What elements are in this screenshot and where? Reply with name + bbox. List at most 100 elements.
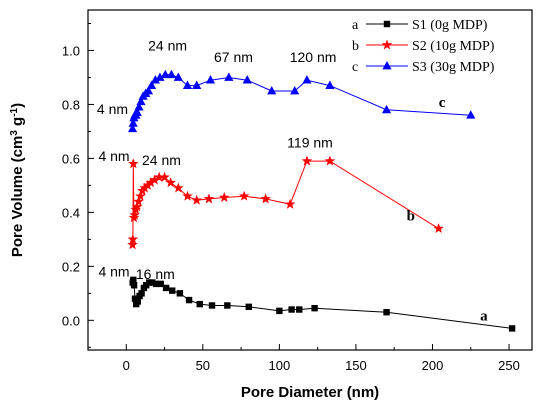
y-tick-label: 0.0 [62,313,80,328]
series-line-s1 [132,279,513,329]
y-tick-label: 1.0 [62,43,80,58]
peak-annotation: 4 nm [98,263,129,279]
y-axis-title-mid: g [9,117,26,130]
data-point-s2 [433,223,444,234]
annotation-layer: 4 nm 24 nm 67 nm 120 nm 4 nm 24 nm 119 nm 4 nm 1… [97,37,336,282]
data-point-s2 [127,233,139,244]
x-tick-label: 150 [345,358,367,373]
data-point-s3 [242,75,252,84]
data-point-s1 [169,287,176,294]
data-point-s1 [157,280,164,288]
series-layer: a b c [127,69,516,332]
data-point-s1 [138,290,145,297]
data-point-s2 [129,209,140,220]
data-point-s2 [284,198,296,209]
peak-annotation: 4 nm [98,148,129,164]
data-point-s2 [203,193,215,204]
legend-entry-s2: b S2 (10g MDP) [352,39,495,54]
legend-entry-s1: a S1 (0g MDP) [352,18,488,33]
data-point-s3 [205,75,216,84]
data-point-s2 [324,155,336,166]
legend-label: S2 (10g MDP) [412,39,495,54]
data-point-s1 [508,325,516,332]
legend-marker [382,61,392,70]
data-point-s3 [290,85,300,95]
y-tick-label: 0.4 [62,205,80,220]
data-point-s2 [142,179,153,190]
peak-annotation: 67 nm [214,49,253,65]
series-s2: b [127,155,444,250]
data-point-s1 [130,276,137,284]
data-point-s3 [466,110,476,119]
peak-annotation: 120 nm [290,49,337,65]
data-point-s2 [182,190,193,201]
data-point-s2 [238,190,250,201]
y-axis-title: Pore Volume (cm3 g-1) [9,103,27,257]
data-point-s1 [296,306,303,313]
y-axis-title-end: ) [9,103,26,108]
data-point-s2 [131,201,143,212]
data-point-s1 [383,309,390,316]
x-tick-label: 100 [269,358,291,373]
data-point-s2 [159,171,170,182]
data-point-s3 [127,123,138,133]
x-tick-label: 250 [498,358,520,373]
data-point-s1 [130,282,138,289]
data-point-s2 [149,174,160,185]
legend: a S1 (0g MDP) b S2 (10g MDP) c S3 (30g MDP) [352,18,495,75]
data-point-s2 [153,171,165,182]
x-tick-label: 50 [196,358,210,373]
legend-label: S1 (0g MDP) [412,18,488,33]
data-point-s1 [276,307,283,315]
peak-annotation: 24 nm [148,37,187,53]
x-tick-label: 0 [123,358,130,373]
data-point-s2 [139,182,150,193]
legend-letter: a [352,18,359,33]
data-point-s2 [133,196,144,207]
series-s1: a [129,276,516,332]
data-point-s2 [145,177,156,188]
legend-letter: b [352,39,359,54]
data-point-s1 [245,303,252,311]
axis-ticks: 0 50 100 150 200 250 0.0 0.2 0.4 0.6 0.8 1.0 [62,22,520,373]
y-axis-title-sup2: -1 [9,107,20,116]
data-point-s3 [143,85,154,95]
series-letter-s2: b [407,209,415,225]
data-point-s1 [311,304,318,312]
data-point-s1 [196,300,203,308]
peak-annotation: 16 nm [136,266,175,282]
legend-entry-s3: c S3 (30g MDP) [352,60,495,75]
data-point-s1 [162,284,170,292]
data-point-s1 [185,296,193,304]
peak-annotation: 4 nm [97,101,128,117]
series-letter-s3: c [439,95,446,111]
legend-letter: c [352,60,358,75]
data-point-s3 [267,85,277,95]
data-point-s2 [165,177,176,188]
data-point-s2 [219,192,230,202]
series-letter-s1: a [480,308,488,324]
data-point-s2 [128,158,139,169]
data-point-s1 [176,290,184,297]
peak-annotation: 119 nm [287,135,333,151]
data-point-s3 [128,118,138,127]
data-point-s3 [150,75,160,84]
legend-label: S3 (30g MDP) [412,60,495,75]
y-tick-label: 0.8 [62,97,80,112]
data-point-s1 [288,306,295,313]
series-s3: c [127,69,476,133]
data-point-s3 [136,96,146,106]
data-point-s2 [173,182,184,193]
data-point-s3 [224,72,234,81]
data-point-s3 [155,72,165,81]
y-axis-title-sup1: 3 [9,130,20,136]
data-point-s1 [134,298,141,305]
data-point-s3 [173,72,183,81]
data-point-s3 [182,80,193,89]
data-point-s3 [381,104,392,114]
data-point-s3 [134,102,144,111]
data-point-s1 [152,280,160,288]
data-point-s3 [160,69,170,79]
data-point-s3 [325,80,335,89]
